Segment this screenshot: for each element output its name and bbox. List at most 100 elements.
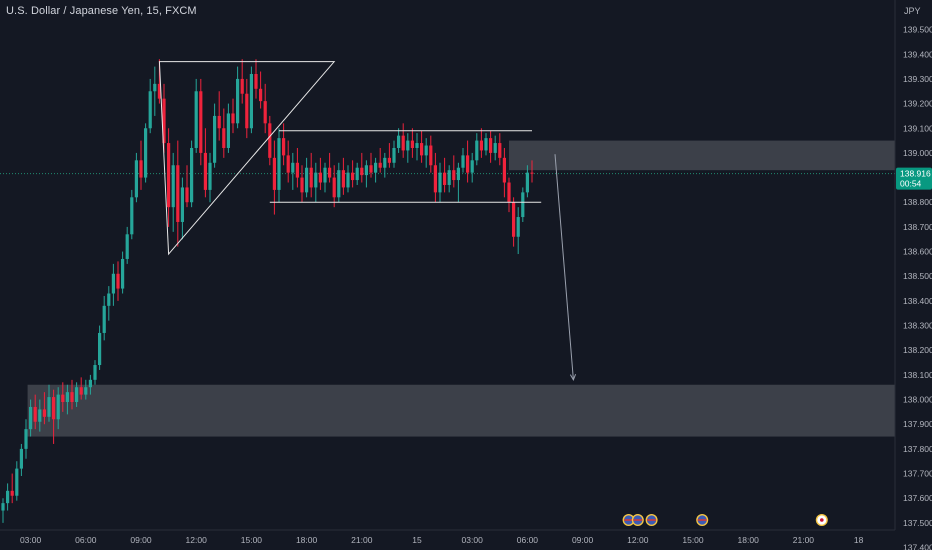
candle-body[interactable]: [254, 73, 258, 89]
candle-body[interactable]: [433, 165, 437, 193]
candle-body[interactable]: [268, 123, 272, 158]
candle-body[interactable]: [291, 162, 295, 173]
candle-body[interactable]: [139, 160, 143, 178]
candle-body[interactable]: [180, 187, 184, 222]
candle-body[interactable]: [190, 147, 194, 203]
candle-body[interactable]: [438, 172, 442, 193]
candle-body[interactable]: [236, 78, 240, 124]
candle-body[interactable]: [121, 258, 125, 289]
candle-body[interactable]: [259, 88, 263, 102]
candle-body[interactable]: [70, 392, 74, 403]
candle-body[interactable]: [383, 157, 387, 168]
candle-body[interactable]: [484, 138, 488, 151]
candle-body[interactable]: [461, 155, 465, 168]
candle-body[interactable]: [314, 172, 318, 188]
candle-body[interactable]: [15, 468, 19, 496]
candle-body[interactable]: [410, 140, 414, 148]
candle-body[interactable]: [148, 91, 152, 129]
candle-body[interactable]: [199, 91, 203, 153]
candle-body[interactable]: [42, 409, 46, 417]
candle-body[interactable]: [56, 394, 60, 420]
candle-body[interactable]: [171, 165, 175, 208]
candle-body[interactable]: [369, 165, 373, 173]
candle-body[interactable]: [341, 170, 345, 188]
candle-body[interactable]: [364, 165, 368, 176]
candle-body[interactable]: [84, 387, 88, 395]
candle-body[interactable]: [61, 394, 65, 403]
projection-arrow-line[interactable]: [554, 154, 574, 380]
candle-body[interactable]: [323, 167, 327, 183]
candle-body[interactable]: [88, 379, 92, 388]
candle-body[interactable]: [1, 503, 5, 511]
candle-body[interactable]: [111, 273, 115, 294]
candle-body[interactable]: [452, 170, 456, 181]
triangle-pattern-drawing[interactable]: [158, 61, 336, 256]
candle-body[interactable]: [406, 140, 410, 151]
candle-body[interactable]: [355, 167, 359, 181]
candle-body[interactable]: [203, 152, 207, 190]
candle-body[interactable]: [360, 167, 364, 176]
candle-body[interactable]: [10, 490, 14, 496]
candle-body[interactable]: [309, 167, 313, 188]
candle-body[interactable]: [272, 157, 276, 190]
candle-body[interactable]: [79, 387, 83, 395]
candle-body[interactable]: [102, 305, 106, 333]
candle-body[interactable]: [475, 140, 479, 161]
candle-body[interactable]: [185, 187, 189, 203]
candle-body[interactable]: [479, 140, 483, 151]
candle-body[interactable]: [318, 172, 322, 183]
candle-body[interactable]: [93, 365, 97, 380]
candle-body[interactable]: [38, 409, 42, 422]
candle-body[interactable]: [107, 293, 111, 306]
candle-body[interactable]: [231, 113, 235, 124]
candle-body[interactable]: [144, 128, 148, 178]
candle-body[interactable]: [167, 143, 171, 208]
candle-body[interactable]: [525, 172, 529, 193]
candle-body[interactable]: [130, 197, 134, 235]
candle-body[interactable]: [387, 157, 391, 163]
candle-body[interactable]: [328, 167, 332, 178]
candle-body[interactable]: [282, 138, 286, 156]
candle-body[interactable]: [240, 78, 244, 94]
candle-body[interactable]: [47, 397, 51, 417]
candle-body[interactable]: [249, 73, 253, 129]
candle-body[interactable]: [516, 217, 520, 237]
candle-body[interactable]: [305, 167, 309, 193]
candle-body[interactable]: [512, 202, 516, 237]
target-demand-zone[interactable]: [27, 384, 896, 437]
candle-body[interactable]: [19, 448, 23, 469]
candle-body[interactable]: [466, 155, 470, 173]
candle-body[interactable]: [116, 273, 120, 289]
candle-body[interactable]: [530, 172, 534, 174]
candle-body[interactable]: [194, 91, 198, 148]
candle-body[interactable]: [489, 138, 493, 153]
candle-body[interactable]: [493, 143, 497, 153]
candle-body[interactable]: [213, 115, 217, 163]
candle-body[interactable]: [52, 397, 56, 420]
candle-body[interactable]: [498, 143, 502, 158]
candle-body[interactable]: [217, 115, 221, 129]
candle-body[interactable]: [397, 135, 401, 148]
candle-body[interactable]: [245, 93, 249, 129]
candle-body[interactable]: [295, 162, 299, 178]
candle-body[interactable]: [378, 162, 382, 168]
candle-body[interactable]: [392, 147, 396, 163]
candle-body[interactable]: [374, 162, 378, 173]
candle-body[interactable]: [153, 83, 157, 92]
candle-body[interactable]: [176, 165, 180, 222]
candle-body[interactable]: [222, 128, 226, 148]
resistance-supply-zone[interactable]: [509, 140, 895, 171]
candle-body[interactable]: [286, 155, 290, 173]
candle-body[interactable]: [65, 392, 69, 403]
candle-body[interactable]: [98, 332, 102, 366]
candle-body[interactable]: [447, 170, 451, 185]
candle-body[interactable]: [6, 490, 10, 504]
candle-body[interactable]: [351, 172, 355, 181]
candle-body[interactable]: [420, 143, 424, 156]
candle-body[interactable]: [521, 192, 525, 218]
candle-body[interactable]: [429, 145, 433, 166]
candle-body[interactable]: [226, 113, 230, 148]
candle-body[interactable]: [424, 145, 428, 156]
